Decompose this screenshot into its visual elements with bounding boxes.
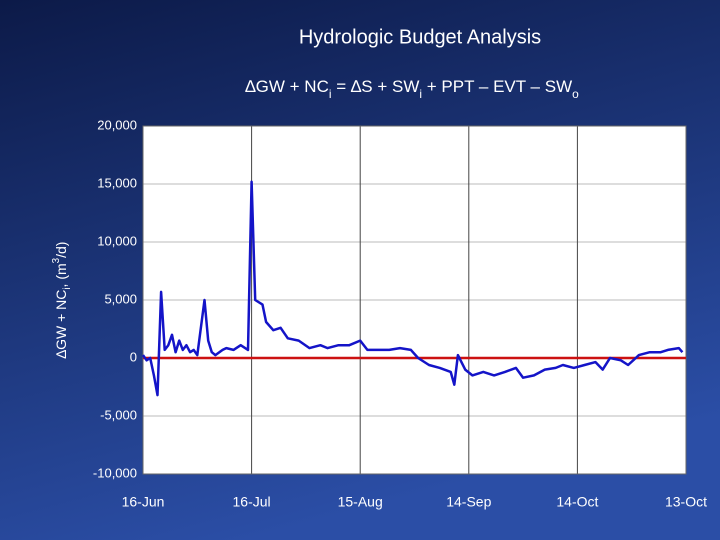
text-part: 3: [51, 257, 62, 263]
y-tick-label: 10,000: [97, 233, 137, 248]
data-line: [141, 180, 684, 397]
text-part: i: [329, 87, 332, 101]
text-part: i: [62, 287, 73, 289]
y-tick-label: 15,000: [97, 175, 137, 190]
x-tick-label: 13-Oct: [665, 494, 707, 510]
text-part: /d): [53, 242, 69, 258]
text-part: , (m: [53, 263, 69, 287]
y-tick-label: -10,000: [93, 465, 137, 480]
x-tick-label: 14-Oct: [556, 494, 598, 510]
text-part: i: [419, 87, 422, 101]
subtitle: ∆GW + NCi = ∆S + SWi + PPT – EVT – SWo: [245, 77, 579, 101]
text-part: = ∆S + SW: [332, 77, 420, 96]
x-tick-label: 16-Jun: [122, 494, 165, 510]
chart-title: Hydrologic Budget Analysis: [299, 26, 541, 48]
text-part: ∆GW + NC: [53, 290, 69, 359]
y-tick-label: 5,000: [104, 291, 137, 306]
y-axis-label: ∆GW + NCi, (m3/d): [51, 242, 73, 359]
y-tick-label: 20,000: [97, 117, 137, 132]
text-part: + PPT – EVT – SW: [422, 77, 572, 96]
plot-border: [142, 125, 687, 475]
y-tick-label: -5,000: [100, 407, 137, 422]
y-tick-label: 0: [130, 349, 137, 364]
x-tick-label: 15-Aug: [338, 494, 383, 510]
text-part: o: [572, 87, 579, 101]
text-part: ∆GW + NC: [245, 77, 329, 96]
x-tick-label: 14-Sep: [446, 494, 491, 510]
x-tick-label: 16-Jul: [233, 494, 271, 510]
